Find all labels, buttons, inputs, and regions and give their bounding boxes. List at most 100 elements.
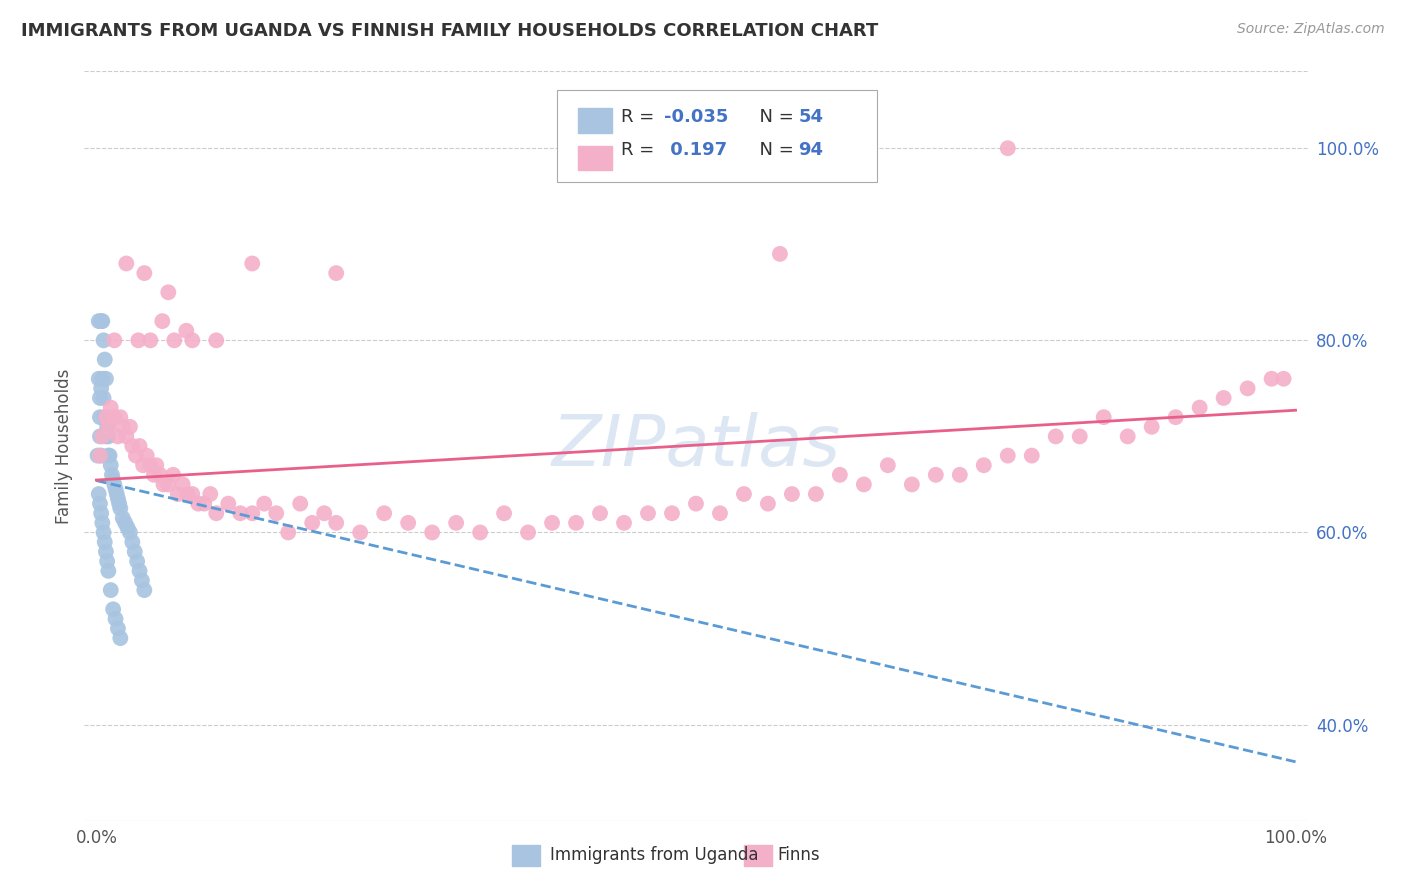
Point bbox=[157, 285, 180, 300]
Point bbox=[150, 314, 173, 328]
Point bbox=[101, 473, 124, 487]
Point bbox=[90, 381, 112, 395]
Point bbox=[145, 458, 167, 473]
Point bbox=[1092, 410, 1115, 425]
Point bbox=[103, 410, 125, 425]
Point bbox=[108, 497, 131, 511]
Text: Immigrants from Uganda: Immigrants from Uganda bbox=[550, 847, 758, 864]
Point bbox=[494, 506, 516, 520]
Text: 54: 54 bbox=[799, 108, 824, 126]
Point bbox=[89, 391, 111, 405]
Point bbox=[301, 516, 323, 530]
Point bbox=[277, 525, 299, 540]
Point bbox=[290, 497, 312, 511]
Point bbox=[172, 477, 194, 491]
Point bbox=[240, 256, 263, 270]
Point bbox=[181, 334, 204, 348]
Point bbox=[90, 314, 112, 328]
Point bbox=[901, 477, 924, 491]
Point bbox=[111, 511, 134, 525]
Point bbox=[852, 477, 875, 491]
Point bbox=[565, 516, 588, 530]
Point bbox=[101, 602, 124, 616]
Point bbox=[314, 506, 336, 520]
Point bbox=[132, 458, 155, 473]
Point bbox=[1212, 391, 1234, 405]
Point bbox=[925, 467, 948, 482]
Point bbox=[217, 497, 239, 511]
Point bbox=[128, 439, 150, 453]
Point bbox=[1236, 381, 1258, 395]
Point bbox=[733, 487, 755, 501]
Text: R =: R = bbox=[621, 108, 661, 126]
Point bbox=[107, 622, 129, 636]
Point bbox=[105, 487, 128, 501]
Point bbox=[205, 506, 228, 520]
Point bbox=[97, 564, 120, 578]
Point bbox=[541, 516, 564, 530]
Point bbox=[94, 410, 117, 425]
Text: Finns: Finns bbox=[778, 847, 820, 864]
Point bbox=[110, 631, 132, 645]
Point bbox=[86, 449, 108, 463]
Point bbox=[193, 497, 215, 511]
Point bbox=[167, 487, 190, 501]
Point bbox=[128, 564, 150, 578]
Point bbox=[420, 525, 443, 540]
Point bbox=[139, 458, 162, 473]
Point bbox=[100, 458, 122, 473]
Point bbox=[87, 487, 110, 501]
Point bbox=[91, 372, 114, 386]
Point bbox=[89, 429, 111, 443]
Text: -0.035: -0.035 bbox=[664, 108, 728, 126]
Point bbox=[756, 497, 779, 511]
Point bbox=[114, 516, 136, 530]
Point bbox=[229, 506, 252, 520]
Point bbox=[87, 314, 110, 328]
Point bbox=[118, 419, 141, 434]
Point bbox=[240, 506, 263, 520]
Y-axis label: Family Households: Family Households bbox=[55, 368, 73, 524]
Point bbox=[111, 419, 134, 434]
Point bbox=[200, 487, 222, 501]
Point bbox=[444, 516, 467, 530]
Point bbox=[134, 266, 156, 280]
Point bbox=[157, 477, 180, 491]
Point bbox=[107, 491, 129, 506]
Point bbox=[149, 467, 172, 482]
Point bbox=[709, 506, 731, 520]
Point bbox=[1045, 429, 1067, 443]
Point bbox=[104, 482, 127, 496]
Point bbox=[125, 449, 148, 463]
Text: Source: ZipAtlas.com: Source: ZipAtlas.com bbox=[1237, 22, 1385, 37]
Point bbox=[997, 449, 1019, 463]
Point bbox=[103, 477, 125, 491]
Point bbox=[949, 467, 972, 482]
Point bbox=[162, 467, 184, 482]
Point bbox=[139, 334, 162, 348]
Point bbox=[93, 535, 117, 549]
Point bbox=[187, 497, 209, 511]
Point bbox=[637, 506, 659, 520]
Point bbox=[110, 501, 132, 516]
Text: 94: 94 bbox=[799, 141, 824, 159]
Point bbox=[110, 410, 132, 425]
Point bbox=[152, 477, 174, 491]
Point bbox=[325, 266, 347, 280]
Point bbox=[96, 554, 118, 568]
Point bbox=[115, 256, 138, 270]
Text: IMMIGRANTS FROM UGANDA VS FINNISH FAMILY HOUSEHOLDS CORRELATION CHART: IMMIGRANTS FROM UGANDA VS FINNISH FAMILY… bbox=[21, 22, 879, 40]
Point bbox=[91, 516, 114, 530]
Point bbox=[174, 324, 197, 338]
Point bbox=[94, 544, 117, 558]
Point bbox=[91, 429, 114, 443]
Point bbox=[97, 449, 120, 463]
Point bbox=[98, 449, 121, 463]
Point bbox=[1116, 429, 1139, 443]
Point bbox=[1069, 429, 1091, 443]
Point bbox=[876, 458, 898, 473]
Point bbox=[973, 458, 995, 473]
Point bbox=[1260, 372, 1282, 386]
Point bbox=[118, 525, 141, 540]
Point bbox=[87, 372, 110, 386]
